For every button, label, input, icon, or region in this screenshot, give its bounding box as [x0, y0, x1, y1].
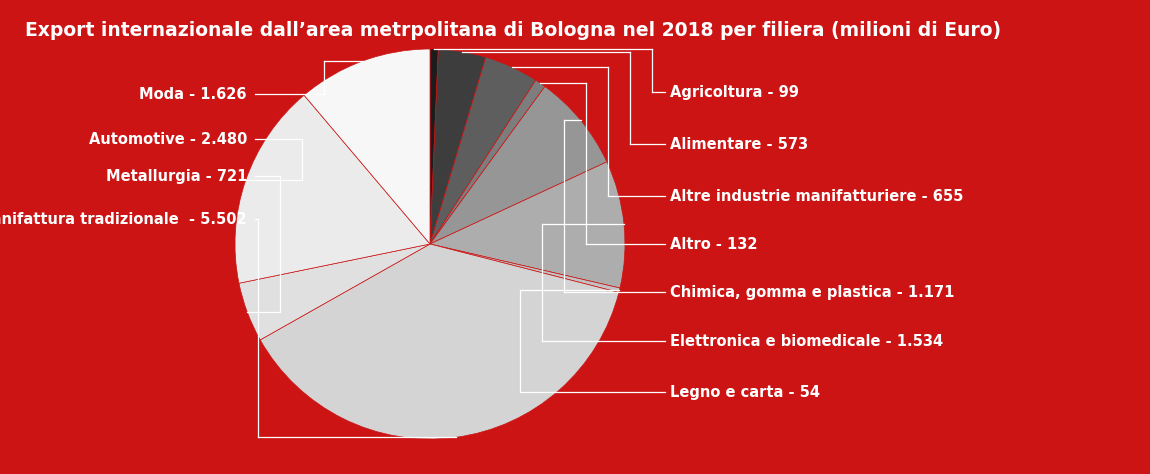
- Wedge shape: [430, 57, 536, 244]
- Wedge shape: [430, 162, 624, 288]
- Wedge shape: [260, 244, 619, 439]
- Wedge shape: [430, 49, 485, 244]
- Text: Legno e carta - 54: Legno e carta - 54: [670, 384, 820, 400]
- Text: Agricoltura - 99: Agricoltura - 99: [670, 84, 799, 100]
- Text: Export internazionale dall’area metrpolitana di Bologna nel 2018 per filiera (mi: Export internazionale dall’area metrpoli…: [25, 21, 1002, 40]
- Text: Metallurgia - 721: Metallurgia - 721: [106, 168, 247, 183]
- Wedge shape: [304, 49, 430, 244]
- Text: Automotive - 2.480: Automotive - 2.480: [89, 131, 247, 146]
- Wedge shape: [239, 244, 430, 340]
- Wedge shape: [430, 86, 607, 244]
- Text: Alimentare - 573: Alimentare - 573: [670, 137, 808, 152]
- Text: Altro - 132: Altro - 132: [670, 237, 758, 252]
- Wedge shape: [235, 95, 430, 283]
- Text: Elettronica e biomedicale - 1.534: Elettronica e biomedicale - 1.534: [670, 334, 943, 348]
- Text: Altre industrie manifatturiere - 655: Altre industrie manifatturiere - 655: [670, 189, 964, 203]
- Wedge shape: [430, 49, 438, 244]
- Text: Manifattura tradizionale  - 5.502: Manifattura tradizionale - 5.502: [0, 211, 247, 227]
- Wedge shape: [430, 244, 620, 292]
- Text: Chimica, gomma e plastica - 1.171: Chimica, gomma e plastica - 1.171: [670, 284, 954, 300]
- Wedge shape: [430, 80, 545, 244]
- Text: Moda - 1.626: Moda - 1.626: [139, 86, 247, 101]
